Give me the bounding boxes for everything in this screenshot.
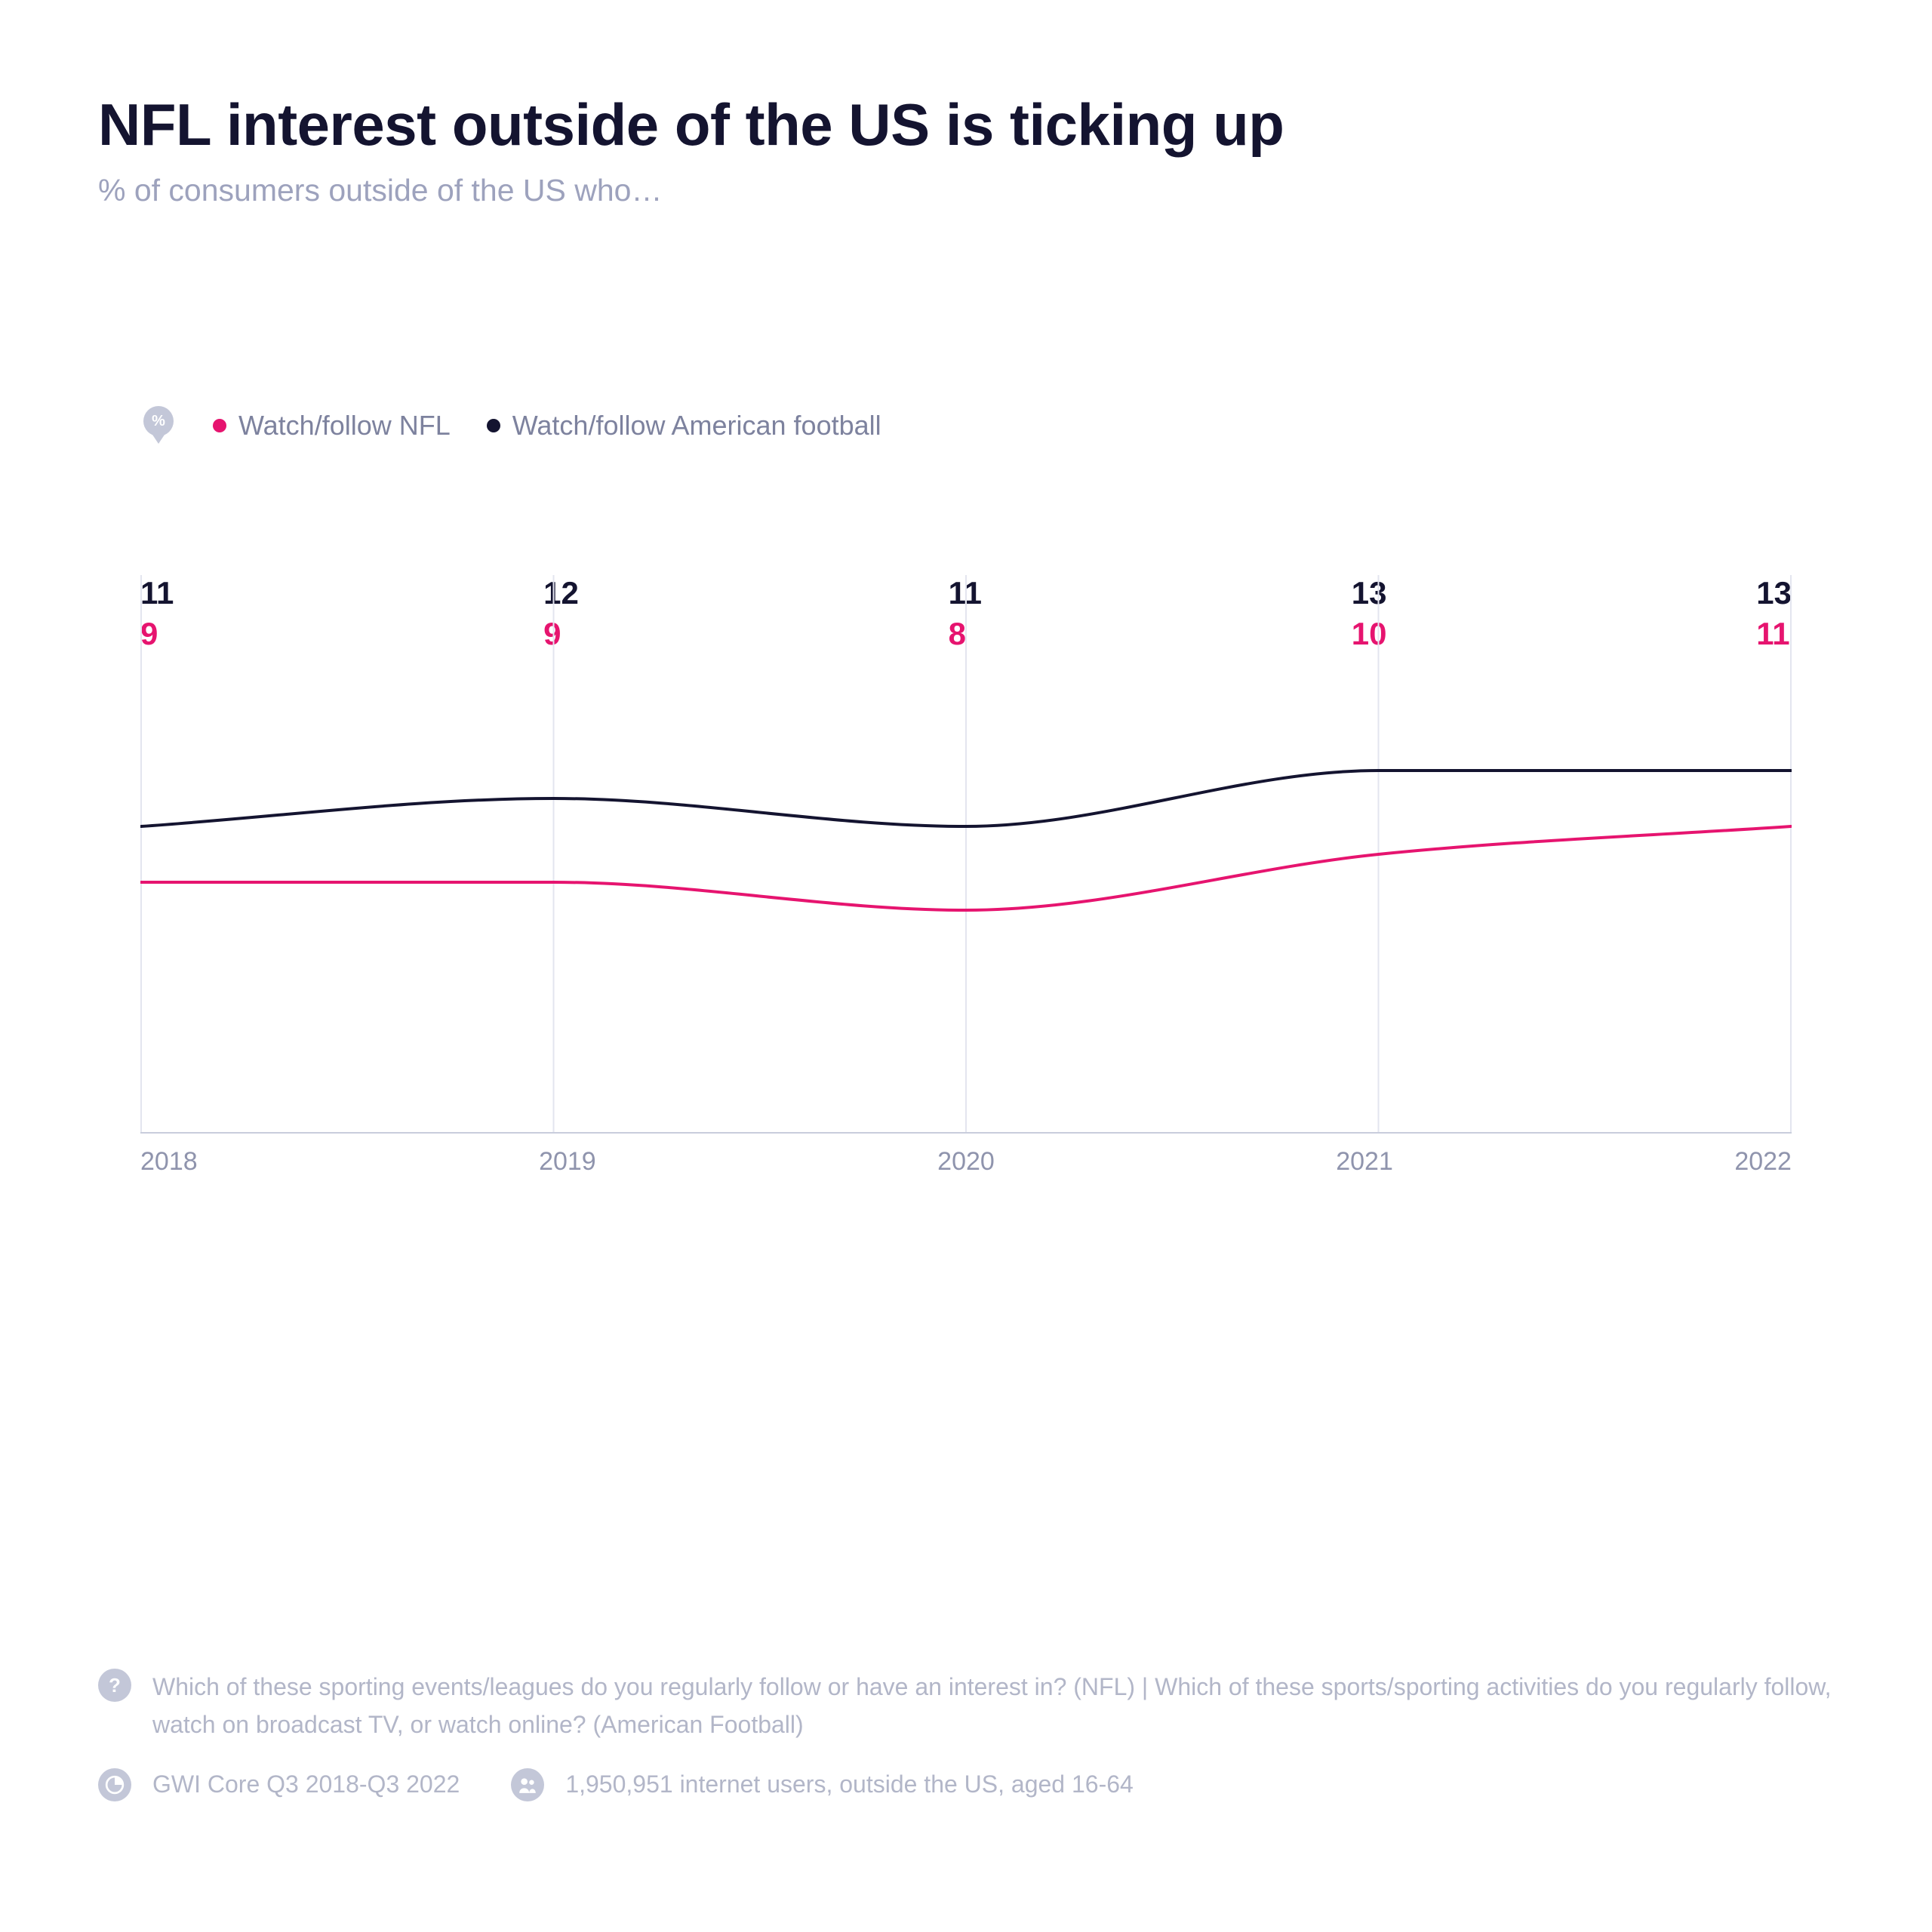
legend-dot-icon — [213, 419, 226, 432]
legend-label: Watch/follow NFL — [238, 410, 451, 441]
x-axis-label: 2018 — [140, 1147, 198, 1177]
legend-item-american-football: Watch/follow American football — [487, 410, 881, 441]
x-axis: 2018 2019 2020 2021 2022 — [140, 1147, 1792, 1177]
source-icon — [98, 1768, 131, 1801]
legend-dot-icon — [487, 419, 500, 432]
x-axis-label: 2021 — [1336, 1147, 1393, 1177]
footer-question: Which of these sporting events/leagues d… — [152, 1669, 1834, 1743]
chart-subtitle: % of consumers outside of the US who… — [98, 173, 1834, 208]
x-axis-label: 2020 — [937, 1147, 995, 1177]
legend-label: Watch/follow American football — [512, 410, 881, 441]
chart-title: NFL interest outside of the US is tickin… — [98, 91, 1834, 159]
plot: 20182019202020212022 — [140, 575, 1792, 1134]
chart-area: 11912911813101311 20182019202020212022 — [140, 575, 1792, 1134]
line-chart-svg — [140, 575, 1792, 1134]
svg-text:%: % — [152, 413, 165, 429]
footer-source: GWI Core Q3 2018-Q3 2022 — [152, 1766, 460, 1804]
footer-sample: 1,950,951 internet users, outside the US… — [565, 1766, 1134, 1804]
x-axis-label: 2022 — [1734, 1147, 1792, 1177]
sample-icon — [511, 1768, 544, 1801]
legend: % Watch/follow NFL Watch/follow American… — [140, 405, 1834, 447]
legend-item-nfl: Watch/follow NFL — [213, 410, 451, 441]
x-axis-label: 2019 — [539, 1147, 596, 1177]
chart-footer: ? Which of these sporting events/leagues… — [98, 1646, 1834, 1804]
question-icon: ? — [98, 1669, 131, 1702]
percent-badge-icon: % — [140, 405, 177, 447]
